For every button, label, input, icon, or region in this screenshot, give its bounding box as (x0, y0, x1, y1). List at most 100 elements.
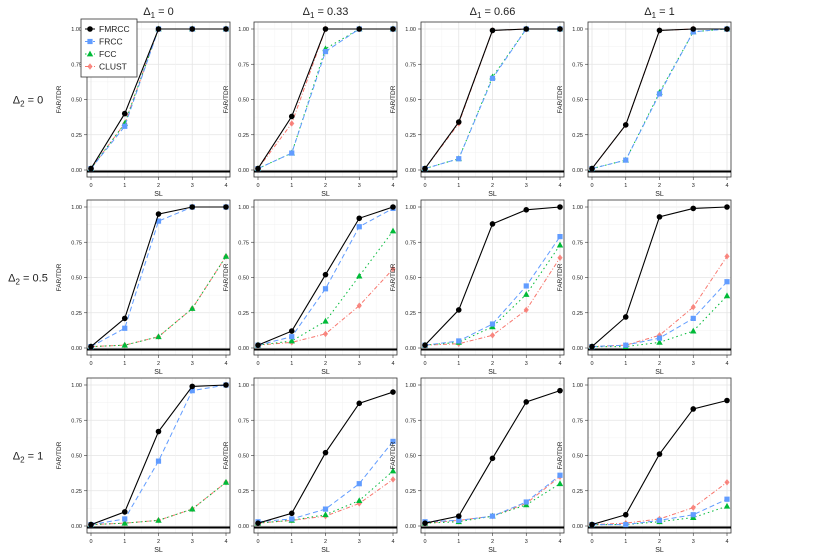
x-tick-label: 1 (290, 183, 293, 189)
x-tick-label: 0 (256, 539, 259, 545)
point-frcc (356, 224, 362, 230)
x-tick-label: 1 (624, 183, 627, 189)
point-frcc (656, 335, 663, 341)
point-frcc (456, 338, 462, 344)
x-tick-label: 1 (624, 539, 627, 545)
point-fmrcc (189, 26, 196, 32)
y-tick-label: 0.00 (71, 524, 82, 530)
point-fmrcc (88, 165, 94, 172)
point-fcc (121, 519, 128, 526)
x-tick-label: 0 (256, 361, 259, 367)
y-tick-label: 0.00 (238, 168, 249, 174)
y-axis-label: FAR/TDR (223, 441, 230, 469)
point-fcc (189, 305, 196, 311)
panel: 0.00 0.25 0.50 0.75 1.00 0 1 2 3 4 SL FAR/TDR (56, 21, 231, 198)
x-tick-label: 2 (157, 539, 160, 545)
x-tick-label: 1 (123, 539, 126, 545)
point-frcc (690, 512, 696, 518)
x-tick-label: 1 (457, 539, 460, 545)
x-tick-label: 3 (191, 361, 194, 367)
x-tick-label: 1 (290, 361, 293, 367)
point-frcc (356, 481, 362, 487)
point-frcc (456, 517, 462, 523)
point-fmrcc (622, 314, 629, 320)
point-fmrcc (656, 451, 663, 457)
point-fmrcc (288, 113, 295, 120)
panel: 0.00 0.25 0.50 0.75 1.00 0 1 2 3 4 SL FAR/TDR (223, 199, 398, 376)
y-tick-label: 0.00 (405, 168, 416, 174)
point-frcc (623, 521, 629, 528)
x-tick-label: 1 (123, 183, 126, 189)
point-fmrcc (121, 110, 128, 117)
column-header: Δ1 = 0.66 (470, 6, 516, 20)
y-tick-label: 0.00 (71, 168, 82, 174)
panel: 0.00 0.25 0.50 0.75 1.00 0 1 2 3 4 SL FAR/TDR (56, 377, 231, 554)
y-axis-label: FAR/TDR (557, 263, 564, 291)
x-tick-label: 2 (491, 361, 494, 367)
point-fmrcc (390, 204, 396, 210)
point-clust (390, 476, 396, 483)
point-fcc (656, 338, 663, 345)
point-fmrcc (255, 520, 261, 526)
x-tick-label: 2 (324, 539, 327, 545)
point-fcc (690, 327, 697, 334)
point-fcc (86, 50, 94, 57)
point-fmrcc (422, 165, 428, 172)
panel: 0.00 0.25 0.50 0.75 1.00 0 1 2 3 4 SL FAR/TDR (390, 377, 565, 554)
y-tick-label: 0.50 (238, 98, 249, 104)
series-line-frcc (90, 206, 226, 348)
x-tick-label: 3 (358, 539, 361, 545)
column-header: Δ1 = 1 (644, 6, 674, 20)
point-frcc (155, 458, 162, 464)
point-frcc (289, 334, 295, 340)
y-tick-label: 0.25 (71, 489, 82, 495)
x-tick-label: 2 (491, 183, 494, 189)
point-clust (87, 63, 93, 70)
point-frcc (289, 150, 295, 156)
x-tick-label: 3 (191, 183, 194, 189)
point-fmrcc (489, 27, 496, 34)
x-axis-label: SL (154, 547, 163, 554)
point-fcc (322, 317, 329, 324)
panel: 0.00 0.25 0.50 0.75 1.00 0 1 2 3 4 SL FAR/TDR (223, 21, 398, 198)
point-fmrcc (356, 215, 363, 222)
point-fmrcc (656, 214, 663, 220)
x-tick-label: 4 (725, 361, 728, 367)
point-fcc (723, 502, 731, 509)
point-fmrcc (322, 26, 329, 32)
point-frcc (456, 156, 462, 162)
y-tick-label: 0.50 (238, 276, 249, 282)
x-axis-label: SL (655, 191, 664, 198)
point-clust (690, 303, 696, 311)
point-frcc (523, 283, 529, 289)
point-fmrcc (724, 204, 730, 210)
panel: 0.00 0.25 0.50 0.75 1.00 0 1 2 3 4 SL FAR/TDR (56, 199, 231, 376)
point-fcc (556, 241, 564, 248)
y-axis-label: FAR/TDR (557, 85, 564, 113)
x-tick-label: 1 (123, 361, 126, 367)
point-fmrcc (87, 26, 93, 32)
point-clust (523, 306, 529, 314)
point-fmrcc (690, 205, 697, 212)
y-tick-label: 0.00 (405, 346, 416, 352)
panel: 0.00 0.25 0.50 0.75 1.00 0 1 2 3 4 SL FAR/TDR (557, 377, 732, 554)
y-tick-label: 0.75 (572, 418, 583, 424)
series-line-frcc (257, 207, 394, 346)
x-tick-label: 0 (590, 361, 593, 367)
x-axis-label: SL (488, 191, 497, 198)
point-fmrcc (523, 26, 530, 32)
point-fmrcc (390, 26, 396, 32)
y-tick-label: 0.75 (71, 240, 82, 246)
x-tick-label: 4 (725, 183, 728, 189)
point-fcc (121, 341, 128, 348)
point-fmrcc (255, 165, 261, 172)
x-tick-label: 4 (558, 183, 561, 189)
panel: 0.00 0.25 0.50 0.75 1.00 0 1 2 3 4 SL FAR/TDR (390, 21, 565, 198)
point-frcc (557, 472, 563, 478)
point-fmrcc (724, 26, 730, 32)
y-tick-label: 1.00 (405, 27, 416, 33)
y-tick-label: 0.50 (71, 454, 82, 460)
point-fmrcc (322, 449, 329, 456)
legend-label: FMRCC (99, 24, 130, 34)
y-tick-label: 0.00 (572, 168, 583, 174)
